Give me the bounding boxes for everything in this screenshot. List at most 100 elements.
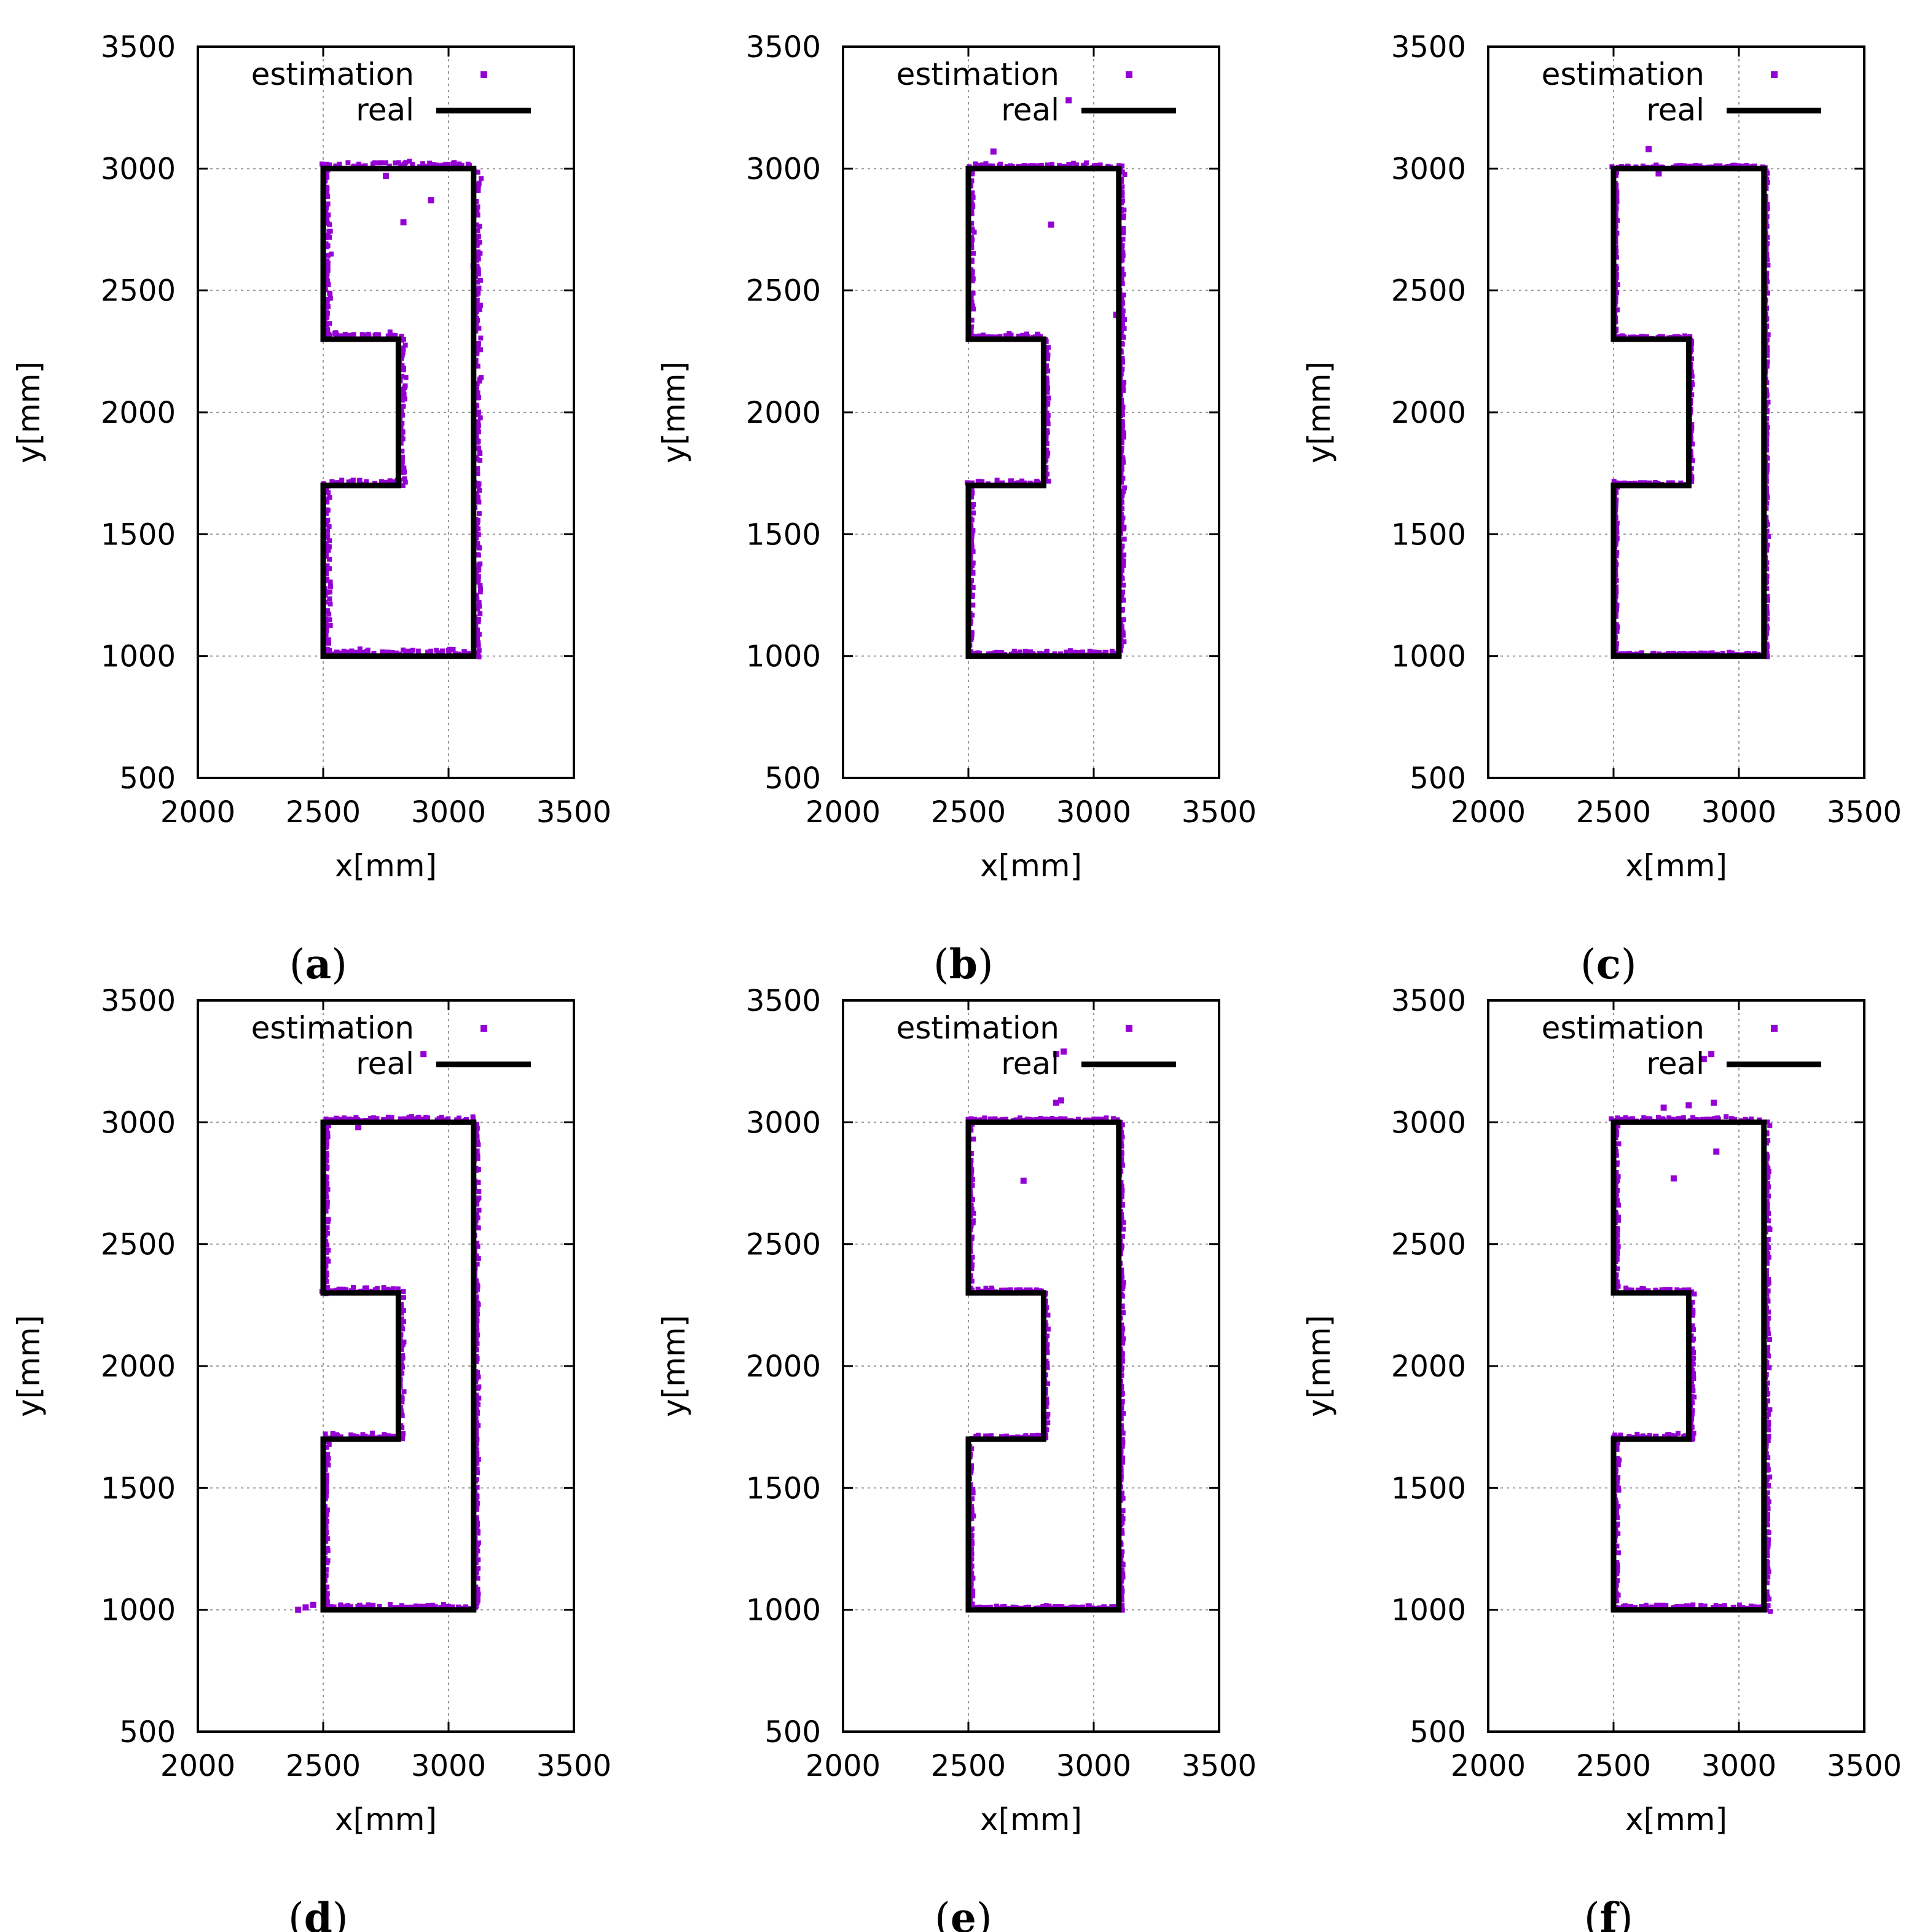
y-axis-label: y[mm] <box>1301 361 1337 463</box>
estimation-point <box>1120 422 1126 428</box>
estimation-point <box>1764 630 1770 636</box>
estimation-point <box>476 600 482 605</box>
estimation-point <box>324 1560 330 1566</box>
estimation-point <box>1120 1233 1126 1239</box>
estimation-point <box>334 331 339 337</box>
estimation-point <box>475 1311 480 1317</box>
estimation-point <box>1615 1244 1621 1249</box>
estimation-point <box>1121 434 1126 440</box>
estimation-point <box>1615 1515 1620 1520</box>
estimation-point <box>477 240 482 245</box>
estimation-point <box>1614 1598 1620 1604</box>
estimation-point <box>1765 1345 1771 1350</box>
estimation-point <box>1120 1603 1125 1608</box>
estimation-point <box>1700 1117 1706 1122</box>
estimation-point <box>1690 1400 1695 1405</box>
y-tick-label: 1500 <box>746 1471 821 1506</box>
real-path-line <box>1610 165 1767 659</box>
y-tick-label: 2500 <box>101 1228 176 1262</box>
estimation-point <box>1122 317 1128 323</box>
estimation-point <box>1614 198 1620 204</box>
estimation-point <box>399 1303 404 1309</box>
estimation-point <box>470 1116 476 1121</box>
estimation-point <box>1119 1493 1124 1499</box>
estimation-point <box>1111 1116 1116 1121</box>
estimation-point <box>393 160 398 166</box>
estimation-point <box>474 1341 480 1346</box>
estimation-point <box>431 162 436 168</box>
estimation-point <box>477 603 482 609</box>
estimation-point <box>1689 1380 1695 1385</box>
estimation-point <box>1120 266 1125 272</box>
estimation-point <box>970 570 976 576</box>
estimation-point <box>1614 1522 1620 1528</box>
estimation-point <box>399 334 404 339</box>
estimation-point <box>1764 1296 1770 1302</box>
estimation-point <box>1120 1531 1125 1536</box>
estimation-point <box>1724 1114 1729 1120</box>
estimation-point <box>1045 381 1050 387</box>
estimation-point <box>1765 1455 1771 1461</box>
estimation-point <box>410 162 415 167</box>
estimation-point <box>1614 1179 1619 1185</box>
estimation-point <box>401 1295 406 1300</box>
estimation-point <box>337 162 342 167</box>
x-tick-label: 2500 <box>286 795 361 830</box>
estimation-point <box>1119 296 1124 302</box>
estimation-point <box>474 1318 480 1324</box>
estimation-point <box>1119 500 1124 505</box>
estimation-point <box>420 161 426 167</box>
estimation-point <box>1685 1102 1692 1109</box>
x-tick-label: 2500 <box>931 1749 1006 1783</box>
estimation-point <box>1045 352 1051 358</box>
estimation-point <box>1075 1117 1081 1122</box>
estimation-point <box>1639 1604 1644 1609</box>
estimation-point <box>326 524 332 530</box>
chart-panel-f: 2000 2500 3000 3500 500 1000 1500 2000 2500 3000 3… <box>1301 984 1902 1932</box>
estimation-point <box>1120 1399 1125 1404</box>
estimation-point <box>1120 1508 1126 1514</box>
estimation-point <box>323 1177 329 1182</box>
estimation-point <box>1018 649 1023 654</box>
estimation-point <box>1641 1433 1646 1439</box>
estimation-point <box>1764 1164 1770 1169</box>
estimation-point <box>1616 1550 1622 1556</box>
estimation-point <box>1671 650 1676 656</box>
estimation-point <box>1121 207 1127 213</box>
estimation-point <box>1045 453 1050 458</box>
estimation-point <box>1120 1286 1125 1292</box>
y-tick-label: 1000 <box>746 640 821 674</box>
estimation-point <box>970 1486 976 1492</box>
estimation-point <box>401 388 406 393</box>
estimation-point <box>477 583 483 588</box>
estimation-point <box>1764 363 1770 369</box>
legend-label-real: real <box>356 92 414 128</box>
estimation-point <box>474 434 479 439</box>
estimation-point <box>399 409 404 415</box>
legend-label-estimation: estimation <box>896 1010 1059 1046</box>
estimation-point <box>1692 1291 1697 1297</box>
estimation-point <box>379 479 384 484</box>
estimation-point <box>477 347 483 353</box>
estimation-point <box>476 1195 482 1201</box>
estimation-point <box>1614 1152 1619 1158</box>
estimation-point <box>1024 1117 1030 1122</box>
estimation-point <box>969 1446 975 1451</box>
estimation-point <box>1048 221 1054 228</box>
estimation-point <box>1764 642 1770 647</box>
estimation-point <box>1614 1272 1619 1278</box>
estimation-point <box>1120 1437 1125 1442</box>
estimation-point <box>477 589 483 595</box>
estimation-point <box>375 332 381 337</box>
estimation-point <box>1120 1310 1125 1315</box>
estimation-point <box>474 381 480 387</box>
y-axis-label: y[mm] <box>656 361 692 463</box>
estimation-point <box>476 574 481 579</box>
estimation-point <box>1766 1499 1771 1505</box>
estimation-point <box>1120 1608 1125 1613</box>
estimation-point <box>476 481 482 487</box>
estimation-point <box>477 307 482 313</box>
estimation-point <box>1767 1365 1772 1370</box>
estimation-point <box>324 1195 329 1200</box>
